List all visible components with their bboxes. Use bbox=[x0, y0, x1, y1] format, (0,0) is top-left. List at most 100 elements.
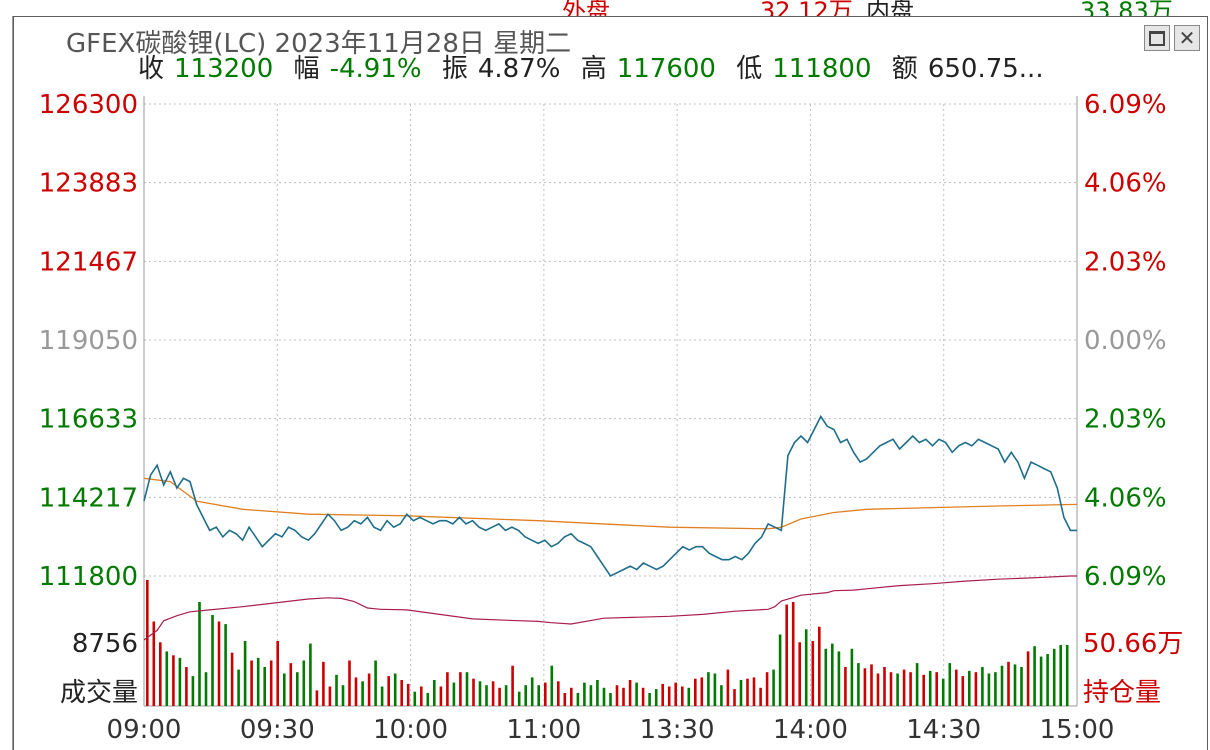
price-tick-label: 116633 bbox=[39, 405, 138, 435]
percent-tick-label: 2.03% bbox=[1084, 247, 1167, 277]
volume-bar bbox=[309, 643, 312, 706]
volume-bar bbox=[909, 672, 912, 706]
volume-bar bbox=[994, 672, 997, 706]
outer-sell-value: 32.12万 bbox=[760, 0, 853, 16]
volume-bar bbox=[387, 676, 390, 706]
volume-bar bbox=[283, 673, 286, 706]
volume-bar bbox=[667, 686, 671, 706]
chart-grid bbox=[143, 96, 1078, 707]
volume-bar bbox=[322, 661, 325, 706]
volume-max-label: 8756 bbox=[72, 629, 138, 659]
price-tick-label: 123883 bbox=[39, 169, 138, 199]
volume-bar bbox=[191, 676, 195, 706]
volume-bar bbox=[713, 673, 717, 706]
time-axis: 09:00 09:30 10:00 11:00 13:30 14:00 14:30 15:00 bbox=[107, 715, 1115, 745]
volume-bars bbox=[146, 579, 1069, 706]
volume-bar bbox=[393, 673, 397, 706]
percent-tick-label: 0.00% bbox=[1084, 326, 1167, 356]
volume-bar bbox=[237, 669, 240, 706]
price-tick-label: 114217 bbox=[39, 483, 138, 513]
volume-bar bbox=[752, 677, 756, 706]
volume-bar bbox=[224, 624, 227, 706]
volume-bar bbox=[420, 686, 423, 706]
volume-bar bbox=[269, 660, 273, 706]
volume-bar bbox=[883, 667, 886, 706]
volume-bar bbox=[870, 664, 873, 706]
volume-bar bbox=[844, 667, 847, 706]
volume-bar bbox=[256, 657, 260, 706]
open-interest-line bbox=[143, 575, 1077, 641]
volume-bar bbox=[426, 693, 430, 706]
volume-bar bbox=[335, 674, 338, 706]
close-button[interactable]: ✕ bbox=[1174, 25, 1200, 51]
time-tick-label: 09:30 bbox=[240, 715, 315, 745]
volume-bar bbox=[485, 685, 488, 706]
change-value: -4.91% bbox=[329, 54, 422, 84]
low-label: 低 bbox=[736, 54, 763, 84]
volume-bar bbox=[152, 621, 156, 706]
volume-bar bbox=[1046, 654, 1049, 706]
chart-lines bbox=[143, 414, 1078, 641]
time-tick-label: 14:00 bbox=[773, 715, 848, 745]
time-tick-label: 11:00 bbox=[506, 715, 581, 745]
volume-bar bbox=[661, 683, 664, 706]
volume-bar bbox=[296, 672, 299, 706]
volume-bar bbox=[557, 681, 560, 706]
average-price-line bbox=[143, 477, 1078, 530]
volume-bar bbox=[707, 672, 710, 706]
volume-bar bbox=[406, 683, 410, 706]
volume-bar bbox=[628, 680, 632, 706]
volume-bar bbox=[681, 686, 684, 706]
volume-bar bbox=[615, 685, 619, 706]
volume-bar bbox=[720, 685, 723, 706]
volume-bar bbox=[798, 642, 801, 706]
volume-bar bbox=[726, 669, 730, 706]
volume-bar bbox=[491, 681, 495, 706]
volume-bar bbox=[902, 669, 906, 706]
volume-bar bbox=[563, 693, 567, 706]
volume-bar bbox=[1059, 644, 1062, 706]
volume-bar bbox=[863, 668, 867, 706]
volume-bar bbox=[413, 691, 417, 706]
volume-bar bbox=[824, 648, 828, 706]
volume-bar bbox=[478, 681, 482, 706]
volume-bar bbox=[354, 677, 358, 706]
volume-bar bbox=[915, 663, 919, 706]
time-tick-label: 13:30 bbox=[640, 715, 715, 745]
volume-bar bbox=[889, 672, 893, 706]
volume-bar bbox=[570, 687, 573, 706]
amplitude-value: 4.87% bbox=[477, 54, 561, 84]
volume-bar bbox=[922, 674, 925, 706]
volume-bar bbox=[1007, 661, 1010, 706]
volume-bar bbox=[791, 602, 795, 706]
volume-bar bbox=[159, 642, 162, 706]
volume-bar bbox=[759, 687, 762, 706]
volume-bar bbox=[198, 602, 201, 706]
volume-bar bbox=[687, 687, 691, 706]
volume-bar bbox=[654, 689, 658, 706]
volume-bar bbox=[941, 678, 945, 706]
percent-tick-label: 2.03% bbox=[1084, 405, 1167, 435]
percent-tick-label: 4.06% bbox=[1084, 169, 1167, 199]
high-label: 高 bbox=[580, 54, 607, 84]
window-title: GFEX碳酸锂(LC) 2023年11月28日 星期二 bbox=[66, 29, 572, 59]
volume-bar bbox=[641, 687, 645, 706]
percent-tick-label: 6.09% bbox=[1084, 562, 1167, 592]
volume-bar bbox=[544, 682, 547, 706]
volume-bar bbox=[968, 670, 971, 706]
volume-bar bbox=[517, 691, 521, 706]
volume-bar bbox=[211, 615, 214, 706]
inner-buy-label: 内盘 bbox=[866, 0, 914, 16]
volume-bar bbox=[217, 621, 221, 706]
volume-bar bbox=[472, 678, 475, 706]
volume-bar bbox=[185, 667, 188, 706]
volume-bar bbox=[674, 682, 677, 706]
maximize-button[interactable] bbox=[1144, 25, 1170, 51]
maximize-icon bbox=[1149, 30, 1165, 46]
background-app-edge bbox=[0, 16, 13, 750]
volume-bar bbox=[250, 660, 253, 706]
volume-bar bbox=[537, 685, 540, 706]
volume-bar bbox=[367, 673, 371, 706]
volume-bar bbox=[804, 629, 808, 706]
quote-summary: 收 113200 幅 -4.91% 振 4.87% 高 117600 低 111800 额… bbox=[138, 48, 1056, 85]
